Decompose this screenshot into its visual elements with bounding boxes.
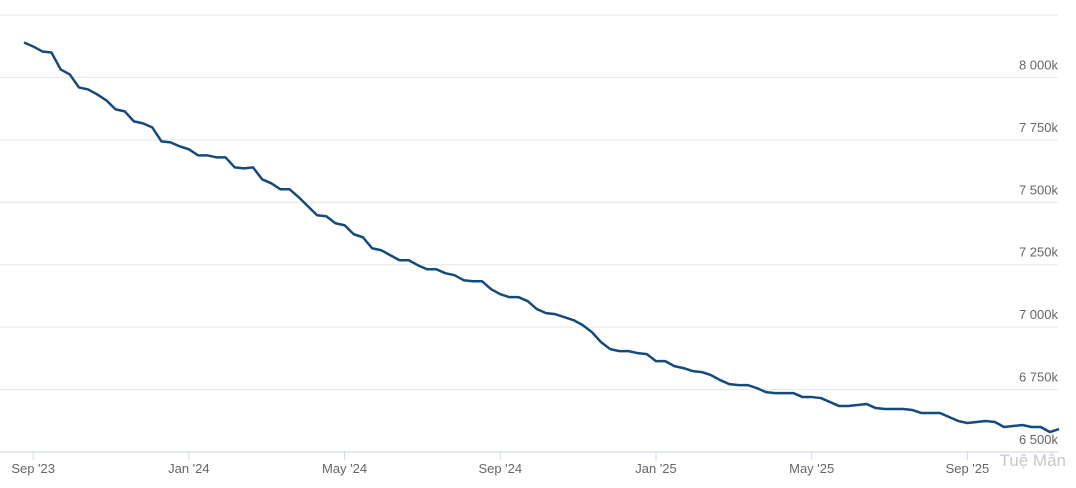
x-tick-label: Sep '24: [478, 461, 522, 476]
watermark: Tuệ Mẫn: [1000, 451, 1066, 470]
x-tick-label: Jan '25: [635, 461, 677, 476]
y-tick-label: 7 000k: [1019, 307, 1059, 322]
y-tick-label: 7 250k: [1019, 245, 1059, 260]
line: [23, 41, 1060, 434]
y-tick-label: 7 750k: [1019, 120, 1059, 135]
y-tick-label: 7 500k: [1019, 182, 1059, 197]
x-tick-label: May '24: [322, 461, 367, 476]
x-tick-label: May '25: [789, 461, 834, 476]
y-tick-label: 8 000k: [1019, 57, 1059, 72]
x-tick-label: Sep '25: [946, 461, 990, 476]
x-tick-label: Jan '24: [168, 461, 210, 476]
y-tick-label: 6 750k: [1019, 370, 1059, 385]
x-tick-label: Sep '23: [11, 461, 55, 476]
y-tick-label: 6 500k: [1019, 432, 1059, 447]
